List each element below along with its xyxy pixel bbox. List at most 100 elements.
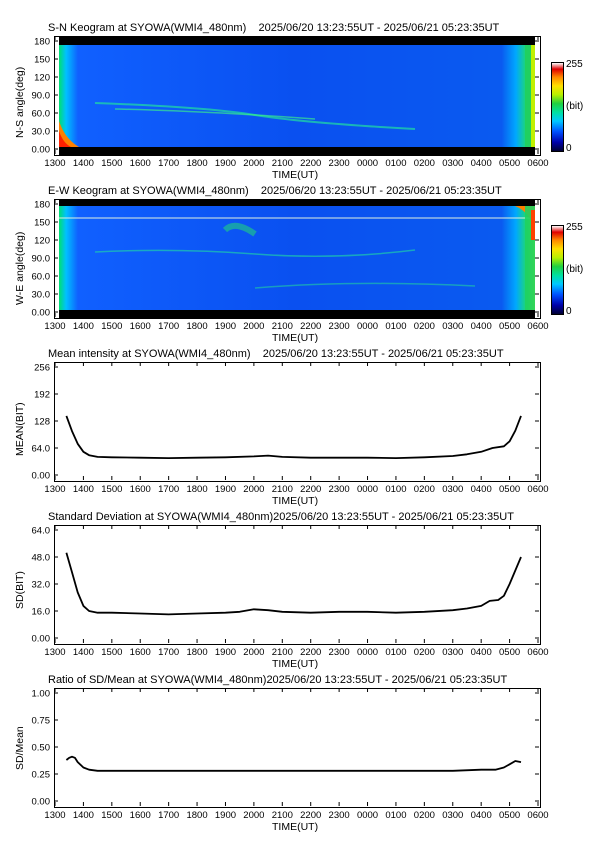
x-tick-labels: 1300 1400 1500 1600 1700 1800 1900 2000 2100 2200… [32,199,549,332]
colorbar-max-label: 255 [566,222,583,233]
x-tick-label: 2200 [300,810,321,821]
keogram-plot [54,36,541,156]
x-tick-label: 1700 [158,158,179,169]
x-tick-label: 1700 [158,647,179,658]
x-tick-label: 0100 [385,647,406,658]
x-tick-label: 1400 [73,321,94,332]
y-tick-label: 32.0 [32,580,51,591]
keogram-image [55,200,540,318]
y-tick-label: 180 [34,200,50,211]
x-tick-label: 0000 [357,321,378,332]
x-tick-label: 1500 [101,810,122,821]
x-tick-label: 1900 [215,810,236,821]
x-tick-label: 0000 [357,810,378,821]
x-tick-label: 1500 [101,647,122,658]
x-tick-label: 0100 [385,484,406,495]
x-tick-label: 1800 [186,321,207,332]
x-tick-label: 0200 [414,158,435,169]
x-tick-label: 0400 [471,321,492,332]
y-tick-label: 0.75 [32,716,51,727]
colorbar-min-label: 0 [566,143,572,154]
y-tick-label: 64.0 [32,444,51,455]
colorbar-max-label: 255 [566,59,583,70]
y-tick-label: 90.0 [32,91,51,102]
y-tick-label: 150 [34,218,50,229]
x-tick-label: 2100 [272,647,293,658]
y-tick-label: 120 [34,73,50,84]
x-tick-label: 2300 [329,321,350,332]
line-chart-svg: 1300 1400 1500 1600 1700 1800 1900 2000 2100 2200… [32,362,549,495]
line-chart-svg: 1300 1400 1500 1600 1700 1800 1900 2000 2100 2200… [32,525,549,658]
line-plot [54,688,541,808]
y-tick-label: 0.50 [32,743,51,754]
y-tick-label: 60.0 [32,272,51,283]
x-tick-label: 0300 [442,321,463,332]
y-tick-label: 64.0 [32,526,51,537]
y-tick-label: 30.0 [32,290,51,301]
line-plot [54,525,541,645]
y-tick-label: 120 [34,236,50,247]
x-tick-label: 2100 [272,810,293,821]
x-axis-label: TIME(UT) [272,332,319,344]
series-line [65,415,522,460]
x-tick-label: 1500 [101,321,122,332]
x-tick-label: 0300 [442,484,463,495]
x-tick-label: 1900 [215,158,236,169]
x-tick-label: 1800 [186,484,207,495]
standard-deviation-panel: Standard Deviation at SYOWA(WMI4_480nm)2… [0,489,595,670]
y-tick-label: 0.00 [32,308,51,319]
colorbar [551,62,564,152]
x-axis-label: TIME(UT) [272,821,319,833]
x-tick-label: 1400 [73,484,94,495]
x-tick-label: 2100 [272,484,293,495]
x-tick-label: 2000 [243,484,264,495]
x-tick-label: 0600 [527,647,548,658]
x-tick-label: 1700 [158,321,179,332]
x-tick-label: 2000 [243,647,264,658]
x-tick-label: 2100 [272,321,293,332]
colorbar-unit-label: (bit) [566,264,584,275]
panel-title: Standard Deviation at SYOWA(WMI4_480nm)2… [48,511,514,523]
x-tick-label: 1800 [186,810,207,821]
y-tick-label: 48.0 [32,553,51,564]
x-tick-label: 2100 [272,158,293,169]
y-tick-label: 256 [34,363,50,374]
x-tick-label: 1600 [130,321,151,332]
x-tick-label: 1300 [44,484,65,495]
x-tick-label: 0600 [527,810,548,821]
x-tick-label: 0500 [499,158,520,169]
y-tick-label: 128 [34,417,50,428]
x-tick-label: 1800 [186,158,207,169]
mean-intensity-panel: Mean intensity at SYOWA(WMI4_480nm) 2025… [0,326,595,507]
x-tick-label: 1400 [73,810,94,821]
x-axis-label: TIME(UT) [272,495,319,507]
x-tick-label: 0100 [385,810,406,821]
x-tick-label: 0400 [471,158,492,169]
x-tick-label: 0000 [357,647,378,658]
x-tick-label: 0000 [357,484,378,495]
y-tick-label: 0.00 [32,797,51,808]
x-tick-label: 1300 [44,810,65,821]
x-tick-label: 1600 [130,647,151,658]
x-axis-label: TIME(UT) [272,658,319,670]
x-tick-label: 0200 [414,647,435,658]
x-tick-label: 2300 [329,810,350,821]
y-tick-label: 1.00 [32,689,51,700]
keogram-plot [54,199,541,319]
y-tick-label: 0.00 [32,145,51,156]
y-tick-label: 0.25 [32,770,51,781]
x-tick-label: 2300 [329,484,350,495]
x-tick-label: 1700 [158,810,179,821]
x-tick-label: 0500 [499,810,520,821]
y-tick-label: 60.0 [32,109,51,120]
sn-keogram-panel: S-N Keogram at SYOWA(WMI4_480nm) 2025/06… [0,0,595,181]
colorbar [551,225,564,315]
ew-keogram-panel: E-W Keogram at SYOWA(WMI4_480nm) 2025/06… [0,163,595,344]
x-tick-label: 2200 [300,484,321,495]
x-tick-label: 0600 [527,321,548,332]
y-tick-label: 0.00 [32,634,51,645]
x-tick-label: 1600 [130,810,151,821]
y-tick-label: 192 [34,390,50,401]
x-tick-label: 2300 [329,647,350,658]
line-plot [54,362,541,482]
